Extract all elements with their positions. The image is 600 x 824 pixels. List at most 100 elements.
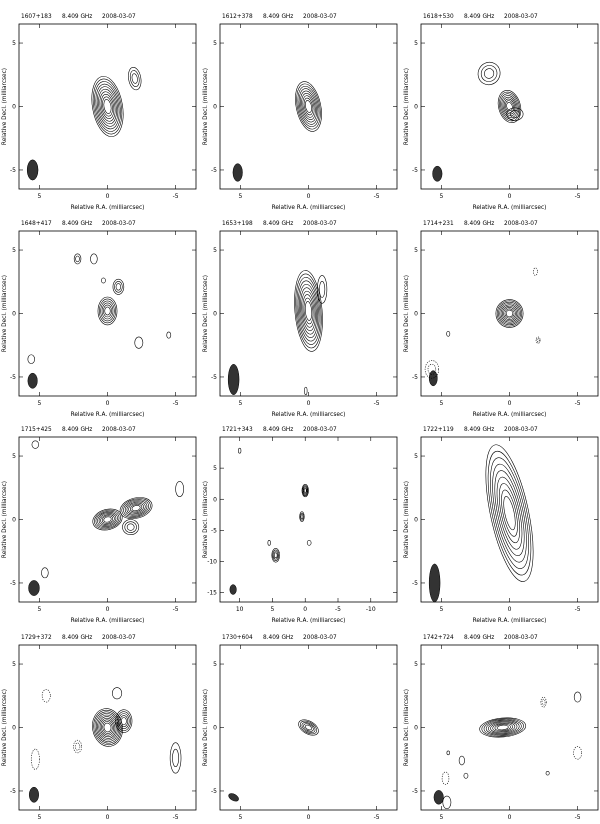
contour-level bbox=[502, 305, 517, 322]
panel-1715+425: 1715+425 8.409 GHz 2008-03-07 5 0 -5 5 0 -5 Relat… bbox=[2, 427, 197, 624]
contour-level bbox=[446, 750, 450, 756]
y-axis-label: Relative Decl. (milliarcsec) bbox=[203, 689, 209, 766]
contour-level bbox=[509, 110, 520, 119]
x-tick-label: 0 bbox=[508, 193, 512, 200]
contour-level bbox=[131, 73, 138, 84]
panel-1612+378: 1612+378 8.409 GHz 2008-03-07 5 0 -5 5 0 -5 Relat… bbox=[203, 14, 398, 211]
contour-level bbox=[503, 98, 516, 115]
x-axis-label: Relative R.A. (milliarcsec) bbox=[272, 618, 346, 624]
contour-level bbox=[498, 301, 521, 326]
contour-level bbox=[301, 722, 316, 733]
contour-level bbox=[499, 303, 520, 324]
contour-level bbox=[483, 719, 522, 736]
contour-level bbox=[485, 444, 534, 582]
contour-level bbox=[100, 94, 115, 119]
beam-ellipse bbox=[229, 584, 237, 595]
panel-frequency: 8.409 GHz bbox=[62, 221, 92, 227]
contour-level bbox=[317, 275, 328, 304]
contour-level bbox=[303, 97, 314, 116]
contour-level bbox=[301, 484, 309, 498]
contour-level bbox=[295, 81, 322, 132]
x-tick-label: 5 bbox=[440, 606, 444, 613]
contour-level bbox=[573, 691, 582, 703]
contour-level bbox=[99, 298, 116, 324]
x-tick-label: 0 bbox=[307, 193, 311, 200]
x-tick-label: -5 bbox=[335, 606, 341, 613]
contour-level bbox=[92, 78, 123, 135]
contour-level bbox=[126, 523, 135, 531]
contour-level bbox=[300, 514, 304, 520]
contour-level bbox=[503, 307, 516, 320]
contour-level bbox=[75, 255, 80, 263]
x-axis-label: Relative R.A. (milliarcsec) bbox=[71, 618, 145, 624]
beam-ellipse bbox=[433, 790, 444, 805]
y-tick-label: 5 bbox=[12, 247, 16, 254]
contour-level bbox=[477, 61, 501, 86]
panel-source-name: 1729+372 bbox=[21, 635, 52, 641]
plot-frame bbox=[219, 230, 398, 397]
contour-level bbox=[303, 487, 308, 494]
negative-contour bbox=[73, 739, 82, 754]
contour-level bbox=[104, 306, 111, 316]
contour-level bbox=[128, 502, 144, 514]
plot-frame bbox=[420, 230, 599, 397]
x-tick-label: -5 bbox=[575, 193, 581, 200]
contour-level bbox=[101, 719, 114, 736]
y-tick-label: 5 bbox=[414, 453, 418, 460]
contour-level bbox=[302, 294, 315, 328]
y-tick-label: 5 bbox=[12, 661, 16, 668]
x-tick-label: -5 bbox=[173, 606, 179, 613]
panel-1722+119: 1722+119 8.409 GHz 2008-03-07 5 0 -5 5 0 -5 Relat… bbox=[404, 427, 599, 624]
y-tick-label: 5 bbox=[213, 661, 217, 668]
contour-level bbox=[479, 717, 527, 738]
y-axis-label: Relative Decl. (milliarcsec) bbox=[404, 275, 410, 352]
negative-contour bbox=[535, 336, 541, 344]
beam-ellipse bbox=[228, 793, 239, 802]
beam-ellipse bbox=[428, 370, 438, 387]
y-tick-label: 5 bbox=[414, 247, 418, 254]
contour-level bbox=[98, 513, 117, 526]
contour-level bbox=[500, 93, 519, 120]
panel-source-name: 1742+724 bbox=[423, 635, 454, 641]
contour-level bbox=[103, 304, 112, 318]
plot-frame bbox=[18, 436, 197, 603]
y-tick-label: 5 bbox=[12, 40, 16, 47]
contour-level bbox=[273, 551, 279, 560]
x-axis-label: Relative R.A. (milliarcsec) bbox=[272, 205, 346, 211]
contour-level bbox=[112, 278, 125, 295]
x-tick-label: 0 bbox=[508, 606, 512, 613]
y-tick-label: -5 bbox=[412, 374, 418, 381]
y-tick-label: 5 bbox=[213, 465, 217, 472]
contour-level bbox=[299, 720, 318, 735]
contour-level bbox=[102, 721, 113, 734]
plot-frame bbox=[18, 230, 197, 397]
contour-level bbox=[97, 714, 118, 741]
x-tick-label: -5 bbox=[575, 400, 581, 407]
x-tick-label: -5 bbox=[374, 814, 380, 821]
x-axis-label: Relative R.A. (milliarcsec) bbox=[71, 412, 145, 418]
y-tick-label: -5 bbox=[10, 788, 16, 795]
contour-level bbox=[99, 91, 116, 122]
panel-date: 2008-03-07 bbox=[504, 635, 538, 641]
contour-level bbox=[102, 96, 113, 117]
panel-date: 2008-03-07 bbox=[303, 221, 337, 227]
x-tick-label: 5 bbox=[239, 400, 243, 407]
contour-level bbox=[497, 90, 522, 123]
contour-level bbox=[458, 755, 465, 766]
contour-level bbox=[303, 723, 314, 732]
y-tick-label: 0 bbox=[12, 725, 16, 732]
y-tick-label: 0 bbox=[12, 517, 16, 524]
x-tick-label: 0 bbox=[303, 606, 307, 613]
y-axis-label: Relative Decl. (milliarcsec) bbox=[404, 689, 410, 766]
panel-frequency: 8.409 GHz bbox=[464, 14, 494, 20]
negative-contour bbox=[541, 698, 546, 706]
panel-frequency: 8.409 GHz bbox=[62, 427, 92, 433]
panel-source-name: 1612+378 bbox=[222, 14, 253, 20]
contour-level bbox=[302, 95, 315, 118]
contour-level bbox=[297, 280, 320, 342]
y-axis-label: Relative Decl. (milliarcsec) bbox=[203, 481, 209, 558]
contour-level bbox=[172, 748, 180, 768]
panel-1721+343: 1721+343 8.409 GHz 2008-03-07 10 5 0 -5 -10 5 0 -5… bbox=[203, 427, 398, 624]
y-tick-label: -5 bbox=[10, 374, 16, 381]
